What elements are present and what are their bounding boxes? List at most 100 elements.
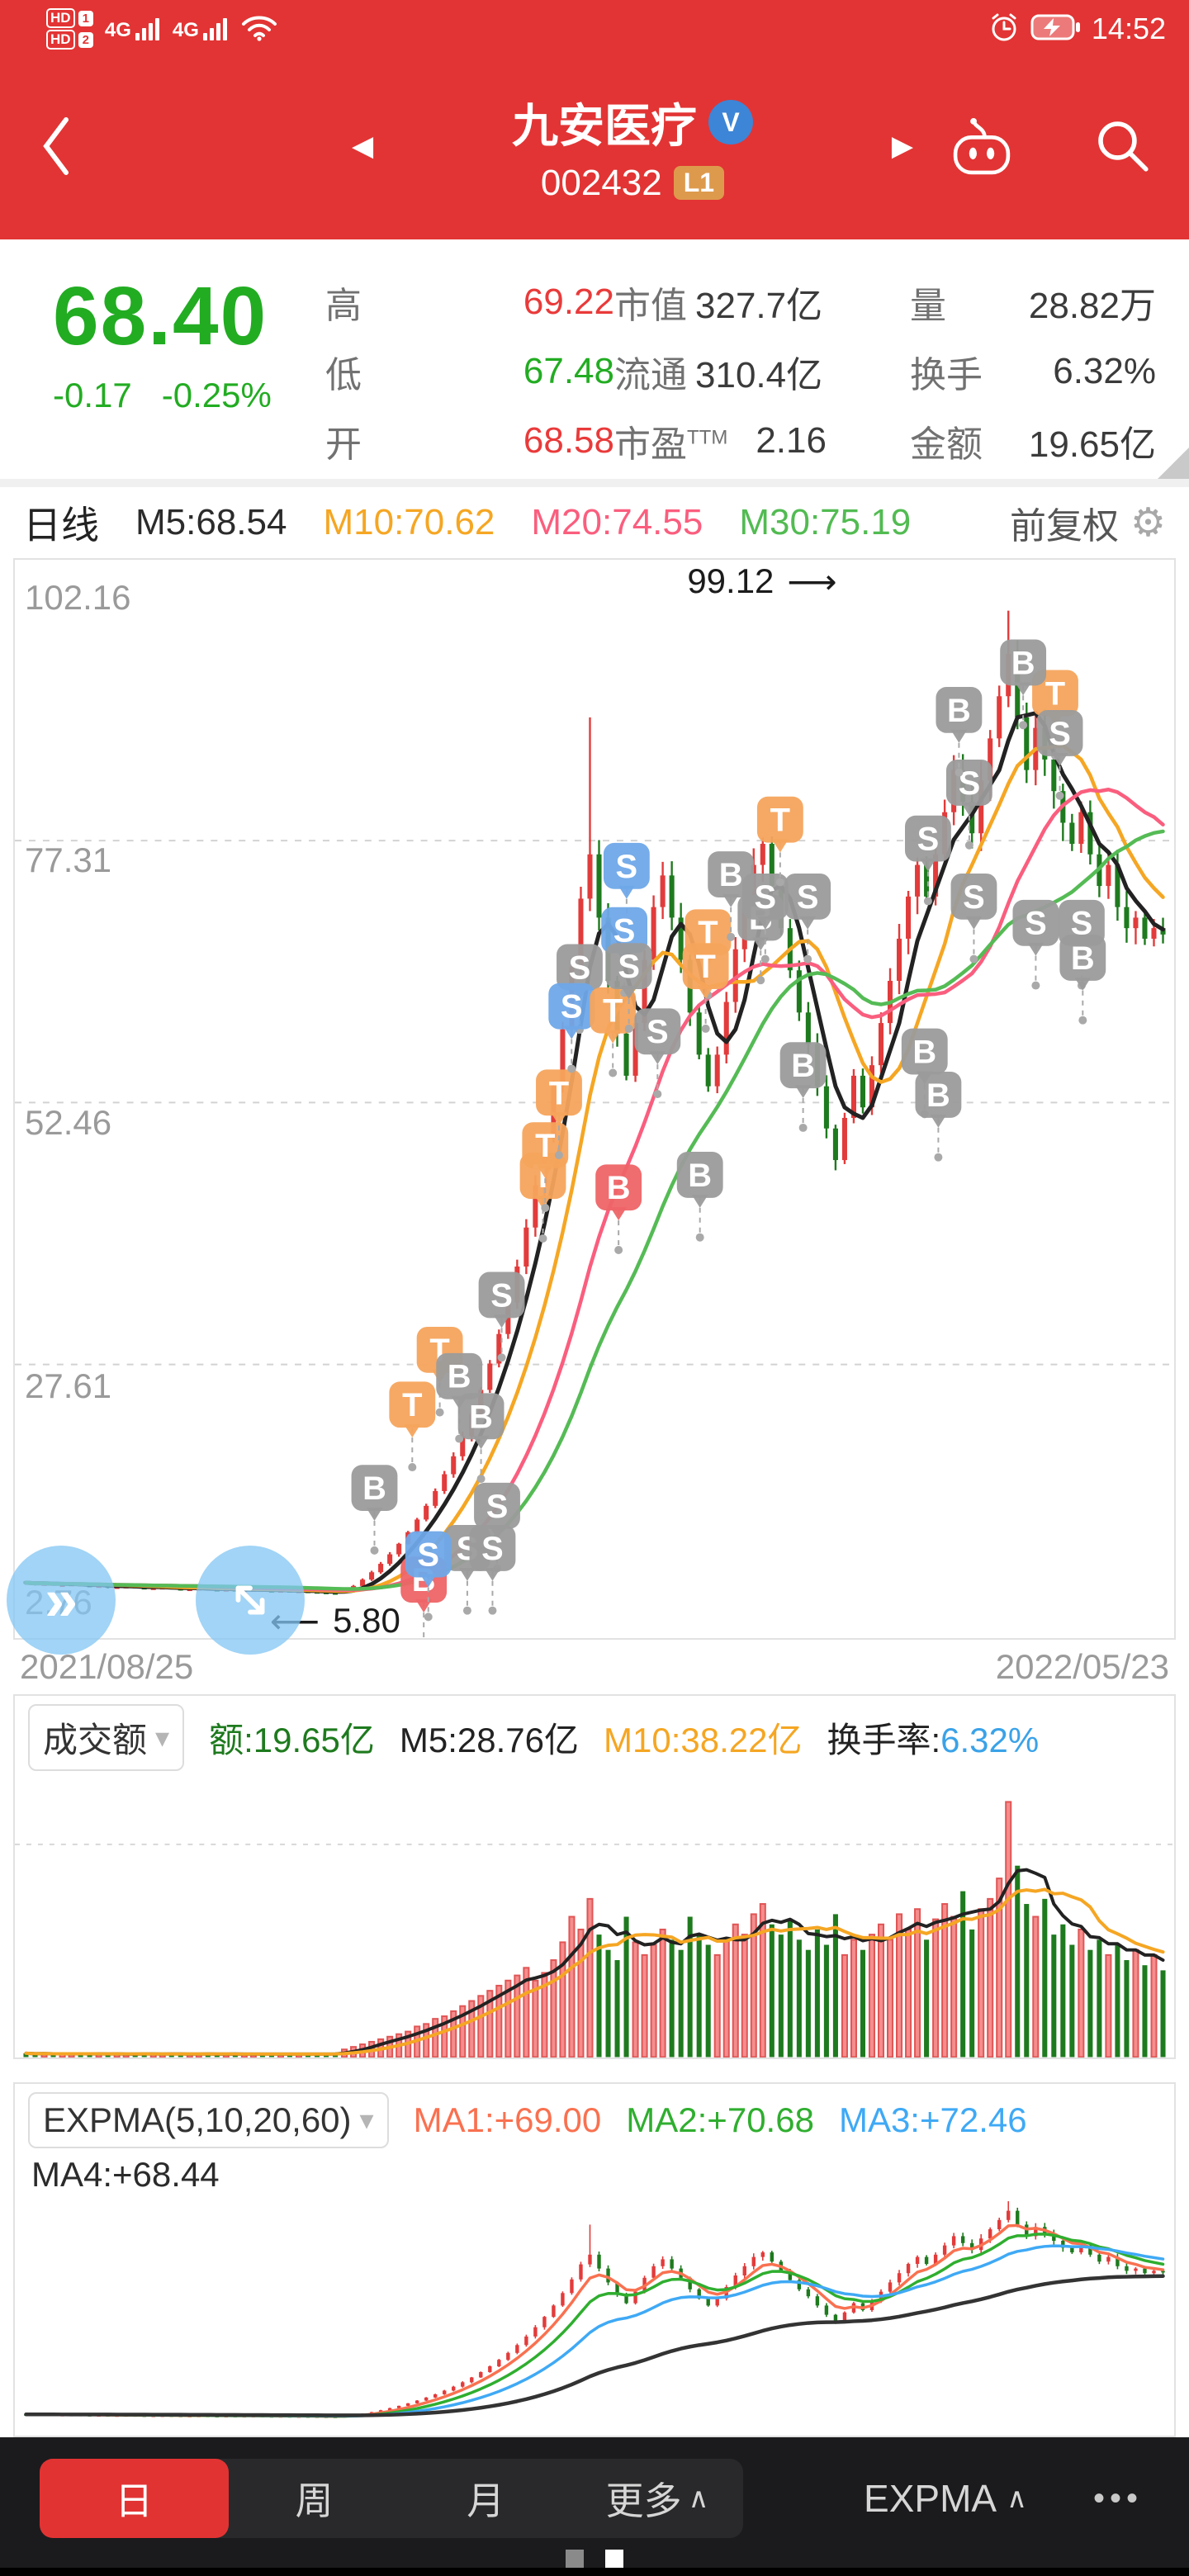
last-price: 68.40 [53,270,268,362]
low-value: 67.48 [523,351,614,391]
verified-badge: V [708,100,753,144]
svg-text:B: B [1011,645,1035,681]
signal-bars-icon [135,17,159,40]
svg-text:T: T [1045,675,1065,712]
level1-badge: L1 [673,166,725,200]
app-header: HD 1 HD 2 4G 4G [0,0,1189,239]
resize-chart-button[interactable] [196,1546,305,1655]
float-value: 310.4亿 [695,355,823,395]
divider [0,479,1189,487]
pe-label: 市盈TTM [614,424,728,465]
candlestick-chart[interactable]: BTTBBSSSBSSTTBTSSTSBSSSTTBBSSTBBBSSBSSSB… [7,558,1176,1655]
svg-text:S: S [797,879,819,916]
svg-text:T: T [402,1387,422,1423]
chevron-up-icon: ∧ [688,2483,709,2514]
page-dot [566,2550,584,2568]
gear-icon[interactable]: ⚙ [1130,501,1166,545]
wifi-icon [240,12,278,46]
volume-indicator-selector[interactable]: 成交额 ▾ [28,1704,185,1771]
volume-pane[interactable]: 成交额 ▾ 额:19.65亿 M5:28.76亿 M10:38.22亿 换手率:… [13,1694,1176,2059]
svg-text:T: T [535,1128,555,1164]
hd1-badge: HD [46,8,75,28]
y-tick-label: 77.31 [25,841,112,880]
volume-bars-svg[interactable] [15,1777,1174,2057]
expand-quote-corner[interactable] [1158,447,1189,479]
page-title: 九安医疗 [512,99,697,152]
volume-value: 28.82万 [1028,286,1156,326]
tab-month[interactable]: 月 [467,2479,505,2522]
amount-label: 金额 [910,424,983,465]
svg-text:B: B [791,1048,815,1084]
open-value: 68.58 [523,420,614,461]
svg-text:T: T [770,803,790,839]
signal-1: 4G [105,17,159,40]
skip-to-latest-button[interactable]: » [7,1546,116,1655]
tab-day[interactable]: 日 [40,2459,229,2538]
expma-indicator-selector[interactable]: EXPMA(5,10,20,60) ▾ [28,2092,389,2148]
robot-assistant-icon[interactable] [950,116,1014,176]
svg-text:S: S [486,1489,509,1525]
svg-text:B: B [719,857,743,893]
svg-text:B: B [947,693,971,729]
more-options-icon[interactable]: ••• [1092,2479,1143,2517]
signal-bars-icon [202,17,227,40]
hd2-badge: HD [46,30,75,50]
bottom-toolbar: 日 周 月 更多 ∧ EXPMA ∧ ••• [0,2437,1189,2576]
sim1-number: 1 [78,10,93,26]
status-bar: HD 1 HD 2 4G 4G [0,0,1189,53]
svg-text:S: S [755,879,777,916]
indicator-selector[interactable]: EXPMA ∧ [864,2477,1027,2520]
expma-chart-svg[interactable] [15,2186,1174,2434]
peak-annotation: 99.12 ⟶ [687,561,837,601]
low-label: 低 [325,355,362,395]
svg-text:S: S [1025,906,1047,942]
svg-text:S: S [1049,716,1071,752]
adjust-mode-toggle[interactable]: 前复权 [1009,506,1119,547]
dual-sim-hd-icon: HD 1 HD 2 [46,8,93,50]
turnover-rate-stat: 换手率:6.32% [827,1721,1040,1759]
expma-pane[interactable]: EXPMA(5,10,20,60) ▾ MA1:+69.00 MA2:+70.6… [13,2082,1176,2437]
svg-text:S: S [917,822,940,858]
dropdown-arrow-icon: ▾ [155,1721,170,1754]
y-tick-label: 27.61 [25,1366,112,1405]
svg-text:S: S [616,849,638,885]
gesture-bar [0,2568,1189,2576]
search-icon[interactable] [1093,116,1153,176]
next-stock-icon[interactable]: ▶ [891,130,913,162]
expma2-stat: MA2:+70.68 [626,2100,814,2139]
tab-more[interactable]: 更多 ∧ [605,2479,709,2522]
date-start: 2021/08/25 [20,1647,194,1686]
back-icon[interactable] [36,110,79,182]
svg-text:B: B [912,1035,936,1071]
ma30-value: M30:75.19 [739,502,912,542]
svg-text:S: S [417,1537,439,1574]
prev-stock-icon[interactable]: ◀ [352,130,374,162]
svg-text:S: S [561,989,583,1025]
candlestick-svg[interactable]: BTTBBSSSBSSTTBTSSTSBSSSTTBBSSTBBBSSBSSSB… [15,560,1174,1638]
high-label: 高 [325,286,362,326]
volume-m5-stat: M5:28.76亿 [399,1721,579,1759]
ma20-value: M20:74.55 [531,502,703,542]
stock-title-block: 九安医疗 V 002432 L1 [373,89,892,204]
amount-value: 19.65亿 [1028,424,1156,465]
period-label: 日线 [23,504,99,547]
tab-week[interactable]: 周 [295,2479,334,2522]
svg-text:B: B [448,1359,471,1395]
svg-text:S: S [569,949,591,986]
arrow-right-icon: ⟶ [787,561,837,601]
page-dot [605,2550,623,2568]
amount-stat: 额:19.65亿 [209,1721,375,1759]
signal-2: 4G [173,17,227,40]
y-tick-label: 52.46 [25,1103,112,1143]
stock-code: 002432 [540,162,662,203]
marketcap-value: 327.7亿 [695,286,823,326]
x-axis-dates: 2021/08/25 2022/05/23 [0,1640,1189,1694]
svg-text:T: T [695,949,715,985]
svg-text:T: T [549,1075,569,1111]
dropdown-arrow-icon: ▾ [359,2105,374,2136]
nav-bar: ◀ 九安医疗 V 002432 L1 ▶ [0,53,1189,239]
alarm-icon [988,11,1021,48]
svg-text:T: T [603,993,623,1030]
period-tab-group: 日 周 月 更多 ∧ [40,2459,743,2538]
float-label: 流通 [614,355,687,395]
